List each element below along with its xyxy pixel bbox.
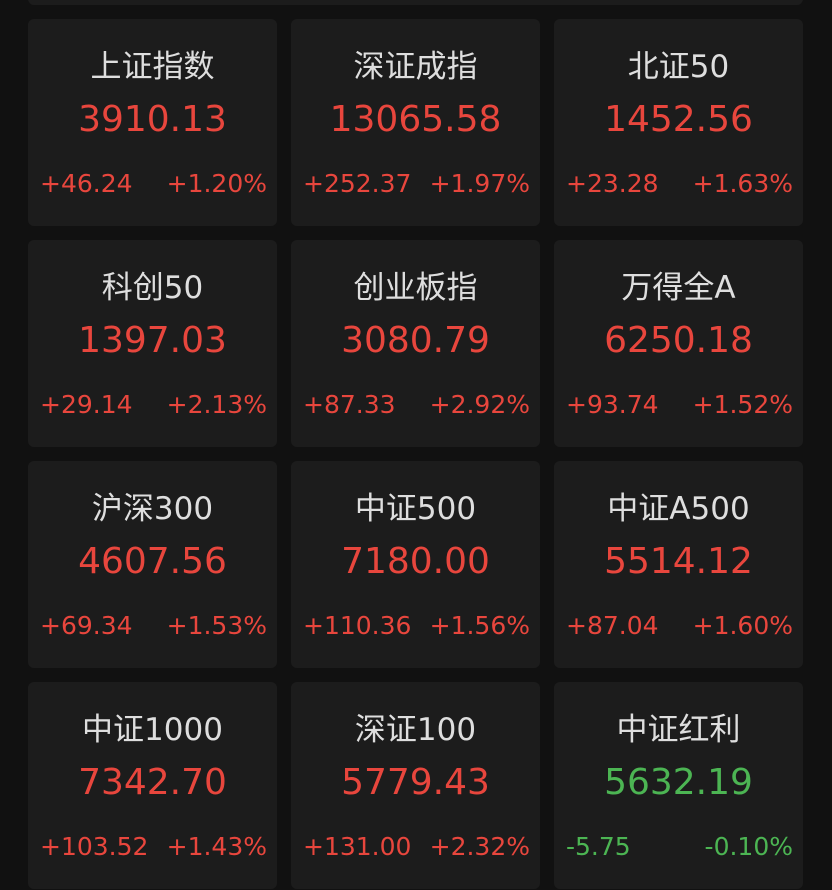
index-card[interactable]: 北证50 1452.56 +23.28 +1.63% — [554, 19, 803, 226]
index-change: +46.24 — [40, 169, 133, 198]
index-change: +87.04 — [566, 611, 659, 640]
index-name: 沪深300 — [91, 491, 214, 527]
index-change: +23.28 — [566, 169, 659, 198]
index-card[interactable]: 中证500 7180.00 +110.36 +1.56% — [291, 461, 540, 668]
index-change-percent: +2.32% — [429, 832, 530, 861]
index-card[interactable]: 上证指数 3910.13 +46.24 +1.20% — [28, 19, 277, 226]
index-change-percent: +1.53% — [166, 611, 267, 640]
index-name: 中证A500 — [607, 491, 750, 527]
index-change-percent: +2.92% — [429, 390, 530, 419]
index-change: +131.00 — [303, 832, 412, 861]
index-value: 1397.03 — [78, 320, 227, 361]
index-change: +69.34 — [40, 611, 133, 640]
index-name: 上证指数 — [90, 49, 215, 85]
index-change: +103.52 — [40, 832, 149, 861]
index-change: -5.75 — [566, 832, 631, 861]
index-value: 4607.56 — [78, 541, 227, 582]
index-change: +29.14 — [40, 390, 133, 419]
index-name: 北证50 — [627, 49, 730, 85]
index-change: +110.36 — [303, 611, 412, 640]
index-card[interactable]: 沪深300 4607.56 +69.34 +1.53% — [28, 461, 277, 668]
index-card[interactable]: 万得全A 6250.18 +93.74 +1.52% — [554, 240, 803, 447]
index-change-percent: +1.63% — [692, 169, 793, 198]
index-value: 3910.13 — [78, 99, 227, 140]
index-card[interactable]: 深证100 5779.43 +131.00 +2.32% — [291, 682, 540, 889]
index-value: 5779.43 — [341, 762, 490, 803]
index-card[interactable]: 中证A500 5514.12 +87.04 +1.60% — [554, 461, 803, 668]
index-change-percent: +1.97% — [429, 169, 530, 198]
index-value: 7342.70 — [78, 762, 227, 803]
index-value: 6250.18 — [604, 320, 753, 361]
index-grid: 上证指数 3910.13 +46.24 +1.20% 深证成指 13065.58 +… — [28, 19, 803, 889]
index-value: 13065.58 — [329, 99, 502, 140]
index-value: 5632.19 — [604, 762, 753, 803]
index-change: +252.37 — [303, 169, 412, 198]
index-change-percent: +2.13% — [166, 390, 267, 419]
index-value: 3080.79 — [341, 320, 490, 361]
index-card[interactable]: 深证成指 13065.58 +252.37 +1.97% — [291, 19, 540, 226]
index-change: +87.33 — [303, 390, 396, 419]
index-card[interactable]: 中证红利 5632.19 -5.75 -0.10% — [554, 682, 803, 889]
index-name: 中证500 — [354, 491, 477, 527]
index-change-percent: +1.20% — [166, 169, 267, 198]
index-value: 5514.12 — [604, 541, 753, 582]
index-change-percent: +1.56% — [429, 611, 530, 640]
index-change-percent: -0.10% — [704, 832, 793, 861]
index-value: 7180.00 — [341, 541, 490, 582]
previous-card-partial — [28, 0, 803, 5]
index-name: 深证100 — [354, 712, 477, 748]
index-name: 科创50 — [101, 270, 204, 306]
index-name: 创业板指 — [353, 270, 478, 306]
index-name: 中证红利 — [616, 712, 741, 748]
index-value: 1452.56 — [604, 99, 753, 140]
index-card[interactable]: 科创50 1397.03 +29.14 +2.13% — [28, 240, 277, 447]
index-name: 万得全A — [621, 270, 736, 306]
index-card[interactable]: 创业板指 3080.79 +87.33 +2.92% — [291, 240, 540, 447]
index-change: +93.74 — [566, 390, 659, 419]
index-name: 中证1000 — [82, 712, 223, 748]
index-change-percent: +1.43% — [166, 832, 267, 861]
index-change-percent: +1.60% — [692, 611, 793, 640]
index-card[interactable]: 中证1000 7342.70 +103.52 +1.43% — [28, 682, 277, 889]
index-name: 深证成指 — [353, 49, 478, 85]
index-change-percent: +1.52% — [692, 390, 793, 419]
